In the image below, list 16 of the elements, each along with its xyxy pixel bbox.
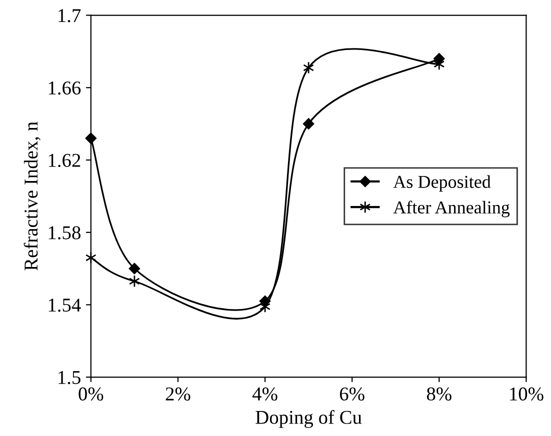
y-tick-label: 1.58 — [48, 226, 80, 240]
x-tick-label: 6% — [340, 387, 364, 401]
x-axis-title: Doping of Cu — [256, 410, 362, 428]
x-tick-label: 0% — [78, 387, 104, 401]
legend-label: As Deposited — [393, 175, 491, 192]
y-tick-label: 1.5 — [58, 371, 80, 384]
y-tick-label: 1.54 — [48, 298, 81, 312]
y-tick-label: 1.66 — [48, 82, 81, 95]
legend-label: After Annealing — [393, 200, 510, 218]
y-tick-label: 1.62 — [48, 154, 80, 168]
x-tick-label: 8% — [426, 387, 452, 401]
y-axis-title: Refractive Index, n — [24, 122, 40, 270]
x-tick-label: 2% — [166, 387, 190, 401]
y-tick-label: 1.7 — [58, 9, 81, 22]
x-tick-label: 4% — [252, 387, 278, 401]
x-tick-label: 10% — [510, 387, 544, 401]
